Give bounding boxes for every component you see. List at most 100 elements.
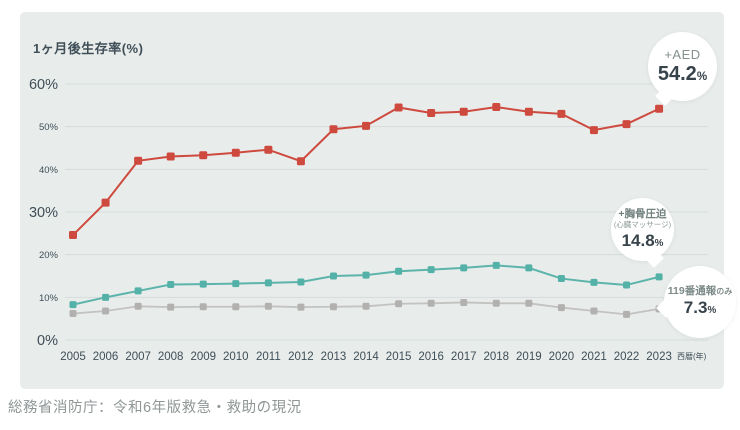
data-point-cpr (590, 278, 598, 286)
data-point-call119 (590, 307, 598, 315)
data-point-cpr (199, 280, 207, 288)
x-tick-label: 2013 (321, 351, 347, 363)
y-tick-label: 40% (39, 165, 59, 176)
data-point-aed (329, 125, 338, 134)
data-point-call119 (427, 299, 435, 307)
data-point-aed (557, 109, 566, 118)
annotation-bubble-cpr: +胸骨圧迫 (心臓マッサージ) 14.8% (611, 198, 674, 268)
annotation-cpr-value: 14.8% (621, 230, 664, 250)
survival-rate-line-chart: 0% 10% 20% 30% 40% 50% 60% 2005 2006 2007 2008 2009… (29, 77, 708, 363)
data-point-cpr (69, 301, 77, 309)
y-tick-label: 30% (29, 205, 58, 221)
data-point-aed (166, 152, 175, 161)
x-tick-label: 2023 (646, 351, 672, 363)
x-tick-label: 2022 (614, 351, 640, 363)
data-point-aed (296, 157, 305, 166)
data-point-cpr (232, 280, 240, 288)
data-point-call119 (362, 302, 370, 310)
data-point-cpr (460, 264, 468, 272)
y-tick-label: 20% (39, 250, 59, 261)
data-point-call119 (492, 299, 500, 307)
y-tick-label: 60% (29, 77, 58, 93)
data-point-cpr (264, 279, 272, 287)
data-point-aed (622, 120, 631, 129)
annotation-aed-label: +AED (664, 46, 701, 62)
data-point-aed (231, 148, 240, 157)
data-point-aed (459, 107, 468, 116)
annotation-cpr-sublabel: (心臓マッサージ) (613, 220, 672, 230)
data-point-cpr (362, 271, 370, 279)
data-point-cpr (395, 267, 403, 275)
x-tick-label: 2014 (353, 351, 379, 363)
data-point-call119 (134, 302, 142, 310)
data-point-call119 (199, 303, 207, 311)
chart-panel: 0% 10% 20% 30% 40% 50% 60% 2005 2006 2007 2008 2009… (20, 12, 736, 389)
data-point-call119 (395, 300, 403, 308)
x-tick-label: 2021 (581, 351, 607, 363)
annotation-bubble-call119: 119番通報のみ 7.3% (656, 266, 736, 338)
annotation-call119-label: 119番通報のみ (667, 285, 733, 298)
data-point-cpr (329, 272, 337, 280)
x-axis-unit-label: 西暦(年) (677, 351, 707, 361)
data-point-cpr (623, 281, 631, 289)
data-point-call119 (557, 304, 565, 312)
data-point-cpr (655, 273, 663, 281)
data-point-call119 (102, 307, 110, 315)
y-tick-label: 10% (39, 293, 59, 304)
data-point-cpr (427, 266, 435, 274)
x-tick-label: 2016 (418, 351, 444, 363)
source-caption: 総務省消防庁：令和6年版救急・救助の現況 (8, 400, 302, 416)
series-line-cpr (72, 264, 660, 306)
data-point-cpr (492, 261, 500, 269)
annotation-aed-value: 54.2% (657, 62, 708, 85)
data-point-call119 (232, 303, 240, 311)
data-point-cpr (167, 281, 175, 289)
data-point-call119 (69, 310, 77, 318)
percent-sign: % (707, 305, 717, 317)
data-point-aed (264, 145, 273, 154)
data-point-aed (492, 103, 501, 112)
x-tick-label: 2015 (386, 351, 412, 363)
data-point-aed (101, 198, 110, 207)
data-point-call119 (167, 303, 175, 311)
x-tick-label: 2011 (256, 351, 281, 363)
data-point-cpr (134, 287, 142, 295)
x-tick-label: 2019 (516, 351, 542, 363)
data-point-call119 (297, 303, 305, 311)
annotation-bubble-aed: +AED 54.2% (648, 32, 717, 106)
data-point-call119 (525, 299, 533, 307)
data-point-cpr (557, 275, 565, 283)
x-tick-label: 2012 (288, 351, 314, 363)
data-point-aed (362, 121, 371, 130)
chart-title: 1ヶ月後生存率(%) (33, 41, 144, 56)
x-tick-label: 2017 (451, 351, 477, 363)
data-point-aed (69, 231, 77, 240)
data-point-cpr (297, 278, 305, 286)
annotation-cpr-label: +胸骨圧迫 (618, 208, 667, 221)
x-tick-label: 2018 (483, 351, 509, 363)
data-point-aed (655, 104, 664, 113)
x-tick-label: 2009 (190, 351, 216, 363)
data-point-cpr (102, 293, 110, 301)
data-point-call119 (460, 298, 468, 306)
y-tick-label: 0% (37, 333, 58, 349)
data-point-aed (589, 126, 598, 135)
data-point-aed (394, 103, 403, 112)
data-point-aed (199, 151, 208, 160)
x-tick-label: 2005 (60, 351, 86, 363)
percent-sign: % (696, 69, 708, 83)
data-point-cpr (525, 264, 533, 272)
data-point-call119 (264, 302, 272, 310)
x-tick-label: 2020 (549, 351, 575, 363)
percent-sign: % (654, 237, 664, 249)
data-point-aed (427, 109, 436, 118)
x-tick-label: 2010 (223, 351, 249, 363)
annotation-call119-value: 7.3% (683, 298, 717, 318)
data-point-aed (134, 156, 143, 165)
y-tick-label: 50% (39, 122, 59, 133)
x-tick-label: 2006 (93, 351, 119, 363)
x-tick-label: 2007 (125, 351, 151, 363)
x-tick-label: 2008 (158, 351, 184, 363)
data-point-aed (524, 107, 533, 116)
